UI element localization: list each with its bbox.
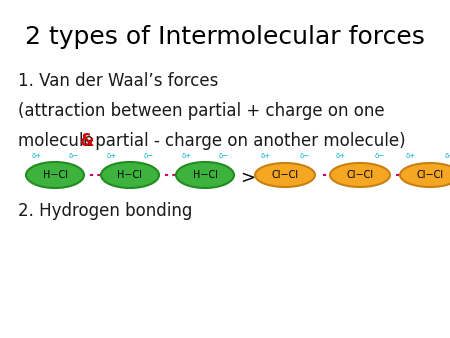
Text: δ−: δ−: [299, 153, 309, 159]
Text: δ−: δ−: [374, 153, 384, 159]
Text: >: >: [240, 169, 256, 187]
Text: δ−: δ−: [68, 153, 79, 159]
Text: 1. Van der Waal’s forces: 1. Van der Waal’s forces: [18, 72, 218, 90]
Text: Cl−Cl: Cl−Cl: [271, 170, 298, 180]
Text: (attraction between partial + charge on one: (attraction between partial + charge on …: [18, 102, 385, 120]
Text: 2 types of Intermolecular forces: 2 types of Intermolecular forces: [25, 25, 425, 49]
Ellipse shape: [101, 162, 159, 188]
Text: H−Cl: H−Cl: [117, 170, 143, 180]
Text: H−Cl: H−Cl: [193, 170, 217, 180]
Text: partial - charge on another molecule): partial - charge on another molecule): [90, 132, 405, 150]
Ellipse shape: [176, 162, 234, 188]
Ellipse shape: [400, 163, 450, 187]
Text: δ+: δ+: [261, 153, 271, 159]
Text: &: &: [80, 132, 94, 150]
Text: δ+: δ+: [406, 153, 416, 159]
Text: 2. Hydrogen bonding: 2. Hydrogen bonding: [18, 202, 193, 220]
Text: H−Cl: H−Cl: [42, 170, 68, 180]
Text: molecule: molecule: [18, 132, 99, 150]
Text: δ+: δ+: [336, 153, 346, 159]
Text: δ+: δ+: [32, 153, 41, 159]
Ellipse shape: [255, 163, 315, 187]
Ellipse shape: [330, 163, 390, 187]
Text: δ+: δ+: [106, 153, 117, 159]
Text: δ−: δ−: [144, 153, 153, 159]
Ellipse shape: [26, 162, 84, 188]
Text: Cl−Cl: Cl−Cl: [416, 170, 444, 180]
Text: Cl−Cl: Cl−Cl: [346, 170, 374, 180]
Text: δ−: δ−: [444, 153, 450, 159]
Text: δ+: δ+: [181, 153, 192, 159]
Text: δ−: δ−: [219, 153, 229, 159]
